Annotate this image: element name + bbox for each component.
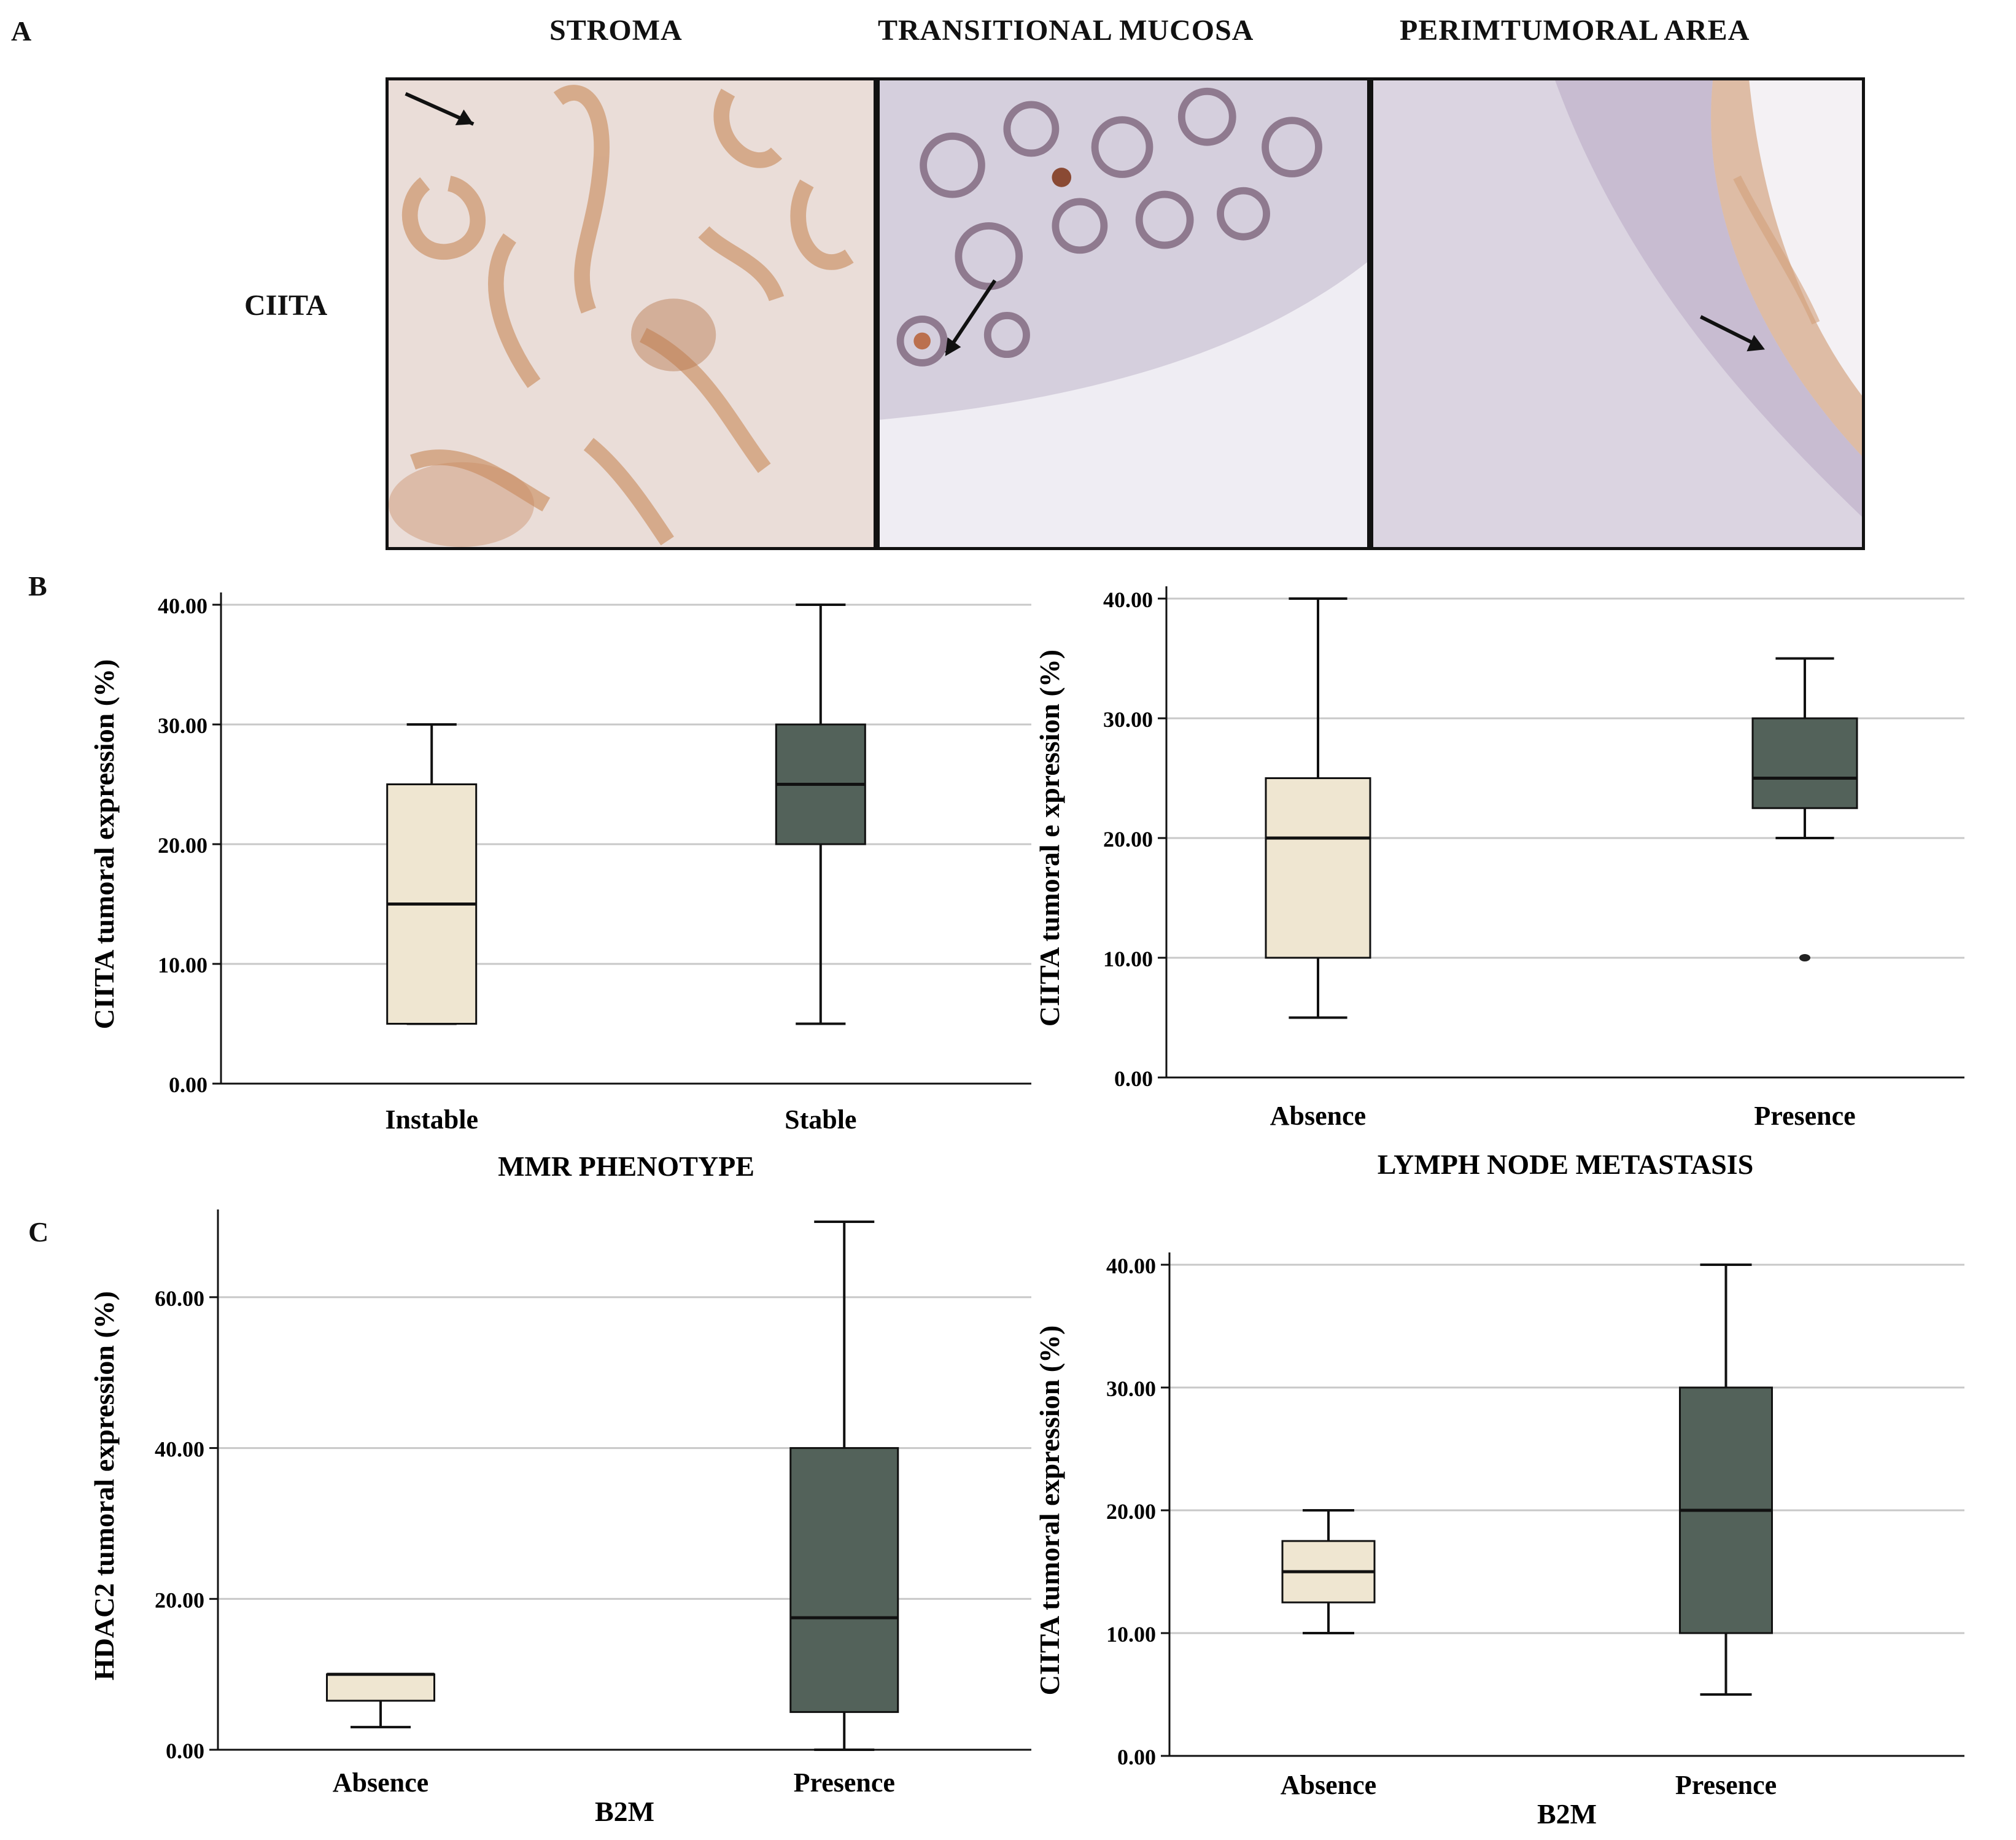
box-iqr [1265, 777, 1371, 959]
panel-c-letter: C [28, 1216, 49, 1248]
column-title-stroma: STROMA [549, 14, 683, 47]
micrograph-perimtumoral-area [1370, 77, 1865, 550]
y-tick-label: 0.00 [169, 1073, 207, 1097]
column-title-perimtumoral-area: PERIMTUMORAL AREA [1400, 14, 1750, 47]
y-tick-label: 40.00 [1106, 1254, 1156, 1278]
y-tick-label: 0.00 [1114, 1066, 1153, 1091]
micrograph-transitional-mucosa [877, 77, 1370, 550]
x-axis-title: LYMPH NODE METASTASIS [1378, 1149, 1754, 1180]
box-iqr [789, 1447, 899, 1714]
box-iqr [1751, 717, 1858, 809]
y-tick-label: 40.00 [155, 1437, 204, 1462]
outlier-point [1799, 954, 1810, 961]
y-tick-label: 0.00 [166, 1739, 204, 1763]
y-tick-label: 30.00 [158, 713, 207, 738]
x-axis-title: MMR PHENOTYPE [498, 1151, 754, 1182]
panel-a-letter: A [11, 15, 32, 47]
x-axis-title: B2M [1537, 1798, 1597, 1830]
panel-b-letter: B [28, 570, 47, 602]
y-tick-label: 40.00 [1103, 588, 1153, 612]
y-tick-label: 30.00 [1103, 707, 1153, 732]
y-tick-label: 10.00 [1106, 1622, 1156, 1647]
y-tick-label: 20.00 [158, 833, 207, 858]
y-axis-title: CIITA tumoral e xpression (%) [1034, 650, 1065, 1027]
x-category-label: Stable [785, 1104, 856, 1135]
box-iqr [326, 1673, 435, 1702]
y-tick-label: 0.00 [1117, 1745, 1156, 1769]
y-axis-title: CIITA tumoral expression (%) [1034, 1326, 1065, 1696]
y-tick-label: 60.00 [155, 1286, 204, 1311]
row-label-ciita: CIITA [244, 289, 328, 322]
y-axis-title: HDAC2 tumoral expression (%) [88, 1291, 120, 1680]
y-tick-label: 10.00 [1103, 947, 1153, 971]
x-category-label: Instable [385, 1104, 478, 1135]
column-title-transitional-mucosa: TRANSITIONAL MUCOSA [878, 14, 1254, 47]
y-tick-label: 20.00 [155, 1588, 204, 1612]
x-category-label: Presence [1675, 1770, 1777, 1800]
y-axis-title: CIITA tumoral expression (%) [88, 659, 120, 1030]
y-tick-label: 20.00 [1106, 1499, 1156, 1524]
y-tick-label: 10.00 [158, 953, 207, 977]
x-category-label: Absence [333, 1768, 428, 1798]
x-category-label: Presence [794, 1768, 895, 1798]
micrograph-stroma [386, 77, 877, 550]
y-tick-label: 20.00 [1103, 827, 1153, 852]
y-tick-label: 40.00 [158, 594, 207, 618]
x-axis-title: B2M [595, 1796, 654, 1827]
x-category-label: Absence [1281, 1770, 1376, 1800]
x-category-label: Absence [1270, 1101, 1366, 1131]
y-tick-label: 30.00 [1106, 1376, 1156, 1401]
x-category-label: Presence [1754, 1101, 1855, 1131]
